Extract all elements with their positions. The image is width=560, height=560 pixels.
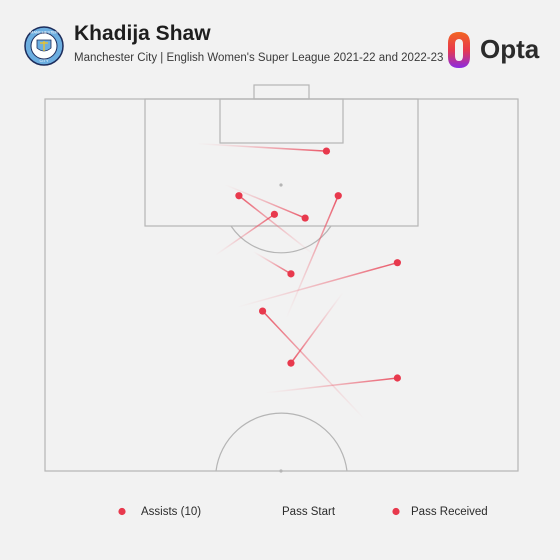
- pass-line: [214, 213, 275, 256]
- pass-line: [252, 250, 292, 275]
- legend-pass-start-label: Pass Start: [282, 506, 336, 518]
- pass-received-point: [334, 192, 342, 200]
- pass-received-point: [322, 147, 331, 155]
- pass-line: [290, 291, 344, 364]
- pass-line: [236, 261, 398, 309]
- pass-received-point: [393, 259, 401, 267]
- pitch-lines: [44, 84, 519, 472]
- opta-logo-icon: [448, 32, 470, 68]
- centre-circle: [215, 412, 348, 472]
- pass-line: [285, 195, 339, 319]
- legend: Assists (10) Pass Start Pass Received: [0, 500, 560, 530]
- pass-received-point: [301, 214, 309, 222]
- crest-text-bottom: CITY: [39, 58, 48, 63]
- legend-assists-label: Assists (10): [141, 506, 202, 518]
- pass-line: [262, 310, 365, 420]
- page-subtitle: Manchester City | English Women's Super …: [74, 52, 444, 64]
- pass-line: [196, 142, 327, 152]
- goal: [253, 84, 310, 100]
- pass-line: [224, 183, 306, 219]
- penalty-box: [144, 98, 419, 227]
- opta-brand: Opta: [480, 34, 540, 64]
- assist-points: [235, 147, 401, 382]
- manchester-city-crest-icon: MANCHESTER CITY: [24, 26, 64, 66]
- pitch-outline: [44, 98, 519, 472]
- pass-received-point: [393, 374, 401, 382]
- pass-lines: [196, 142, 398, 420]
- pass-line: [238, 195, 316, 256]
- pass-received-point: [235, 192, 243, 200]
- page-title: Khadija Shaw: [74, 22, 211, 45]
- legend-pass-received-marker: [392, 507, 400, 516]
- pass-received-point: [287, 270, 295, 278]
- centre-spot: [279, 469, 283, 473]
- pass-received-point: [270, 210, 279, 218]
- header: MANCHESTER CITY Khadija Shaw Manchester …: [0, 0, 560, 80]
- penalty-spot: [279, 183, 283, 187]
- six-yard-box: [219, 98, 344, 144]
- pass-received-point: [287, 359, 295, 367]
- pitch-chart: [44, 84, 519, 473]
- legend-assist-marker: [118, 507, 126, 516]
- crest-text-top: MANCHESTER: [30, 30, 58, 35]
- pass-line: [264, 377, 398, 394]
- pass-received-point: [258, 307, 267, 315]
- legend-pass-received-label: Pass Received: [411, 506, 488, 518]
